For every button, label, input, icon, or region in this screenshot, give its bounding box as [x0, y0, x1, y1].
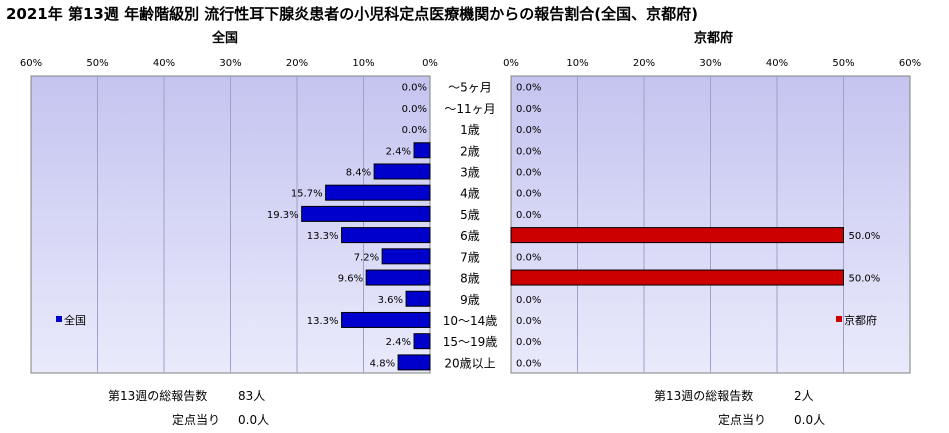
kyoto-x-tick-label: 0%: [503, 58, 519, 69]
national-x-tick-label: 20%: [286, 58, 308, 69]
category-label: 9歳: [460, 293, 480, 307]
kyoto-bar: [510, 227, 844, 244]
kyoto-data-label: 0.0%: [516, 358, 541, 369]
national-legend-label: 全国: [64, 313, 86, 327]
national-data-label: 4.8%: [370, 358, 395, 369]
national-bar: [381, 248, 431, 265]
category-label: 6歳: [460, 229, 480, 243]
kyoto-x-tick-label: 30%: [699, 58, 721, 69]
kyoto-bar: [510, 269, 844, 286]
national-bar: [325, 184, 431, 201]
national-data-label: 2.4%: [386, 337, 411, 348]
category-label: 20歳以上: [444, 356, 495, 370]
national-x-tick-label: 10%: [352, 58, 374, 69]
kyoto-data-label: 0.0%: [516, 189, 541, 200]
national-data-label: 0.0%: [402, 104, 427, 115]
national-panel-title: 全国: [212, 31, 239, 46]
kyoto-panel-title: 京都府: [694, 31, 734, 46]
category-label: 7歳: [460, 250, 480, 264]
national-bar: [405, 290, 431, 307]
national-bar: [301, 205, 431, 222]
kyoto-total-value: 2人: [794, 389, 814, 403]
kyoto-data-label: 50.0%: [849, 274, 881, 285]
national-data-label: 9.6%: [338, 274, 363, 285]
kyoto-data-label: 0.0%: [516, 125, 541, 136]
national-x-tick-label: 60%: [20, 58, 42, 69]
category-label: ～5ヶ月: [448, 81, 492, 95]
national-bar: [341, 311, 431, 328]
national-x-tick-label: 50%: [86, 58, 108, 69]
kyoto-x-tick-label: 40%: [766, 58, 788, 69]
kyoto-x-tick-label: 50%: [832, 58, 854, 69]
national-data-label: 8.4%: [346, 167, 371, 178]
national-total-value: 83人: [238, 389, 266, 403]
national-data-label: 7.2%: [354, 252, 379, 263]
kyoto-data-label: 0.0%: [516, 337, 541, 348]
kyoto-per-label: 定点当り: [718, 413, 767, 427]
national-bar: [373, 163, 431, 180]
kyoto-x-tick-label: 60%: [899, 58, 921, 69]
kyoto-legend-label: 京都府: [844, 313, 877, 327]
national-x-tick-label: 40%: [153, 58, 175, 69]
kyoto-data-label: 0.0%: [516, 295, 541, 306]
national-x-tick-label: 0%: [422, 58, 438, 69]
national-bar: [413, 142, 431, 159]
national-bar: [413, 333, 431, 350]
national-bar: [365, 269, 431, 286]
kyoto-data-label: 0.0%: [516, 210, 541, 221]
national-bar: [341, 227, 431, 244]
national-total-label: 第13週の総報告数: [108, 389, 208, 403]
kyoto-data-label: 50.0%: [849, 231, 881, 242]
category-label: 5歳: [460, 208, 480, 222]
national-data-label: 3.6%: [378, 295, 403, 306]
category-label: 1歳: [460, 123, 480, 137]
national-data-label: 15.7%: [291, 189, 323, 200]
page-title: 2021年 第13週 年齢階級別 流行性耳下腺炎患者の小児科定点医療機関からの報…: [6, 5, 699, 23]
national-per-value: 0.0人: [238, 413, 270, 427]
category-label: 10～14歳: [443, 314, 498, 328]
national-data-label: 13.3%: [307, 231, 339, 242]
chart-canvas: 60% 50% 40% 30% 20% 10% 0% 0.0% 0.0% 0.0% 2.4% 8.4%…: [20, 58, 921, 374]
category-label: 3歳: [460, 165, 480, 179]
national-x-tick-label: 30%: [219, 58, 241, 69]
national-bar: [397, 354, 431, 371]
national-data-label: 13.3%: [307, 316, 339, 327]
national-data-label: 0.0%: [402, 83, 427, 94]
national-data-label: 19.3%: [267, 210, 299, 221]
national-legend-swatch: [56, 315, 62, 322]
kyoto-data-label: 0.0%: [516, 104, 541, 115]
kyoto-data-label: 0.0%: [516, 83, 541, 94]
kyoto-x-tick-label: 10%: [566, 58, 588, 69]
kyoto-total-label: 第13週の総報告数: [654, 389, 754, 403]
kyoto-per-value: 0.0人: [794, 413, 826, 427]
category-label: 8歳: [460, 272, 480, 286]
national-data-label: 0.0%: [402, 125, 427, 136]
category-label: ～11ヶ月: [444, 102, 495, 116]
national-data-label: 2.4%: [386, 146, 411, 157]
national-per-label: 定点当り: [172, 413, 221, 427]
kyoto-x-tick-label: 20%: [633, 58, 655, 69]
category-label: 15～19歳: [443, 335, 498, 349]
category-label: 2歳: [460, 144, 480, 158]
kyoto-data-label: 0.0%: [516, 316, 541, 327]
kyoto-data-label: 0.0%: [516, 252, 541, 263]
category-label: 4歳: [460, 187, 480, 201]
kyoto-data-label: 0.0%: [516, 167, 541, 178]
kyoto-data-label: 0.0%: [516, 146, 541, 157]
kyoto-legend-swatch: [836, 315, 842, 322]
